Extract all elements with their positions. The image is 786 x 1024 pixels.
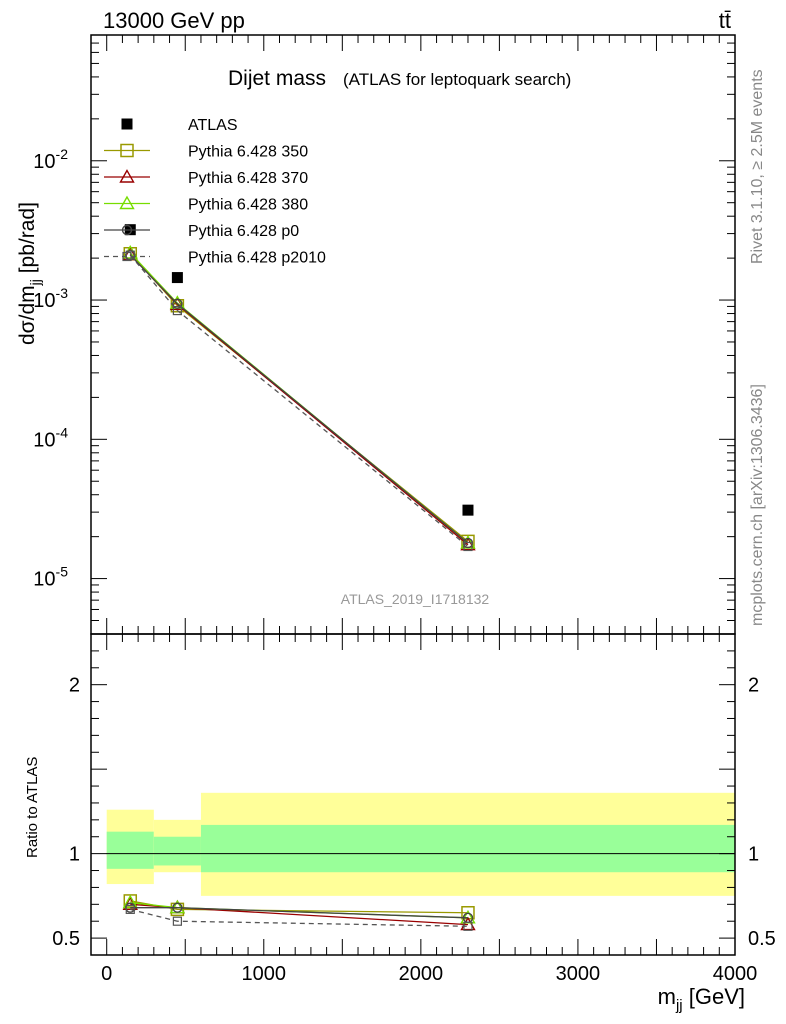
legend-label: Pythia 6.428 350 [188, 144, 308, 161]
ratio-y-tick-label-left: 0.5 [52, 928, 80, 950]
legend-marker [121, 118, 133, 130]
x-tick-label: 1000 [242, 963, 287, 985]
legend-marker [120, 143, 134, 158]
ratio-y-axis-label: Ratio to ATLAS [24, 757, 41, 858]
main-point-pythia-6-428-p2010 [125, 250, 135, 260]
band-inner-1 [153, 836, 201, 866]
ratio-point-pythia-6-428-p2010 [125, 904, 135, 914]
x-tick-label: 2000 [399, 963, 444, 985]
analysis-watermark: ATLAS_2019_I1718132 [341, 591, 490, 607]
legend-marker [122, 251, 132, 262]
main-point-pythia-6-428-p0 [172, 298, 183, 309]
x-axis-label: mjj [GeV] [658, 984, 745, 1014]
ratio-y-tick-label-left: 2 [69, 675, 80, 697]
plot-title: Dijet mass [228, 67, 326, 90]
ratio-y-tick-label-right: 1 [748, 844, 759, 866]
main-point-atlas [171, 272, 183, 284]
main-series-group [122, 224, 476, 552]
main-y-axis-label: dσ/dmjj [pb/rad] [16, 202, 43, 345]
main-line-pythia-6-428-p0 [129, 254, 469, 544]
ratio-point-pythia-6-428-p0 [172, 902, 183, 913]
rivet-version-label: Rivet 3.1.10, ≥ 2.5M events [749, 69, 766, 264]
x-tick-label: 4000 [713, 963, 758, 985]
legend: ATLAS Pythia 6.428 350 Pythia 6.428 370 Pyt… [104, 117, 326, 267]
ratio-line-pythia-6-428-p2010 [130, 908, 468, 927]
main-y-tick-label: 10-5 [33, 564, 68, 591]
axis-tick-labels: 10-5 10-4 10-3 10-2 0 1000 2000 3000 4000 0.5 0.5 1… [33, 146, 776, 985]
main-y-tick-label: 10-2 [33, 146, 68, 173]
header-right: tt̄ [719, 8, 731, 33]
main-y-tick-label: 10-4 [33, 424, 68, 451]
plot-subtitle: (ATLAS for leptoquark search) [343, 70, 571, 89]
legend-marker [119, 169, 135, 183]
header-left: 13000 GeV pp [103, 8, 245, 33]
main-line-pythia-6-428-p2010 [129, 254, 469, 547]
ratio-panel-frame [90, 633, 736, 956]
ratio-y-tick-label-right: 2 [748, 675, 759, 697]
legend-label: Pythia 6.428 p0 [188, 223, 299, 240]
band-inner-2 [200, 824, 735, 873]
legend-label: ATLAS [188, 117, 238, 134]
legend-marker [121, 224, 133, 236]
band-inner-0 [106, 831, 154, 869]
main-point-atlas [462, 504, 474, 516]
ratio-line-pythia-6-428-p0 [130, 907, 468, 919]
main-y-tick-label: 10-3 [33, 285, 68, 312]
ratio-uncertainty-bands [106, 792, 735, 896]
ratio-point-pythia-6-428-p2010 [463, 921, 473, 931]
ratio-series-group [122, 894, 476, 931]
ratio-point-pythia-6-428-370 [460, 916, 476, 931]
ratio-y-tick-label-left: 1 [69, 844, 80, 866]
mcplots-label: mcplots.cern.ch [arXiv:1306.3436] [749, 384, 766, 626]
legend-label: Pythia 6.428 380 [188, 197, 308, 214]
legend-label: Pythia 6.428 370 [188, 170, 308, 187]
x-tick-label: 0 [101, 963, 112, 985]
ratio-point-pythia-6-428-p2010 [172, 916, 182, 926]
ratio-y-tick-label-right: 0.5 [748, 928, 776, 950]
main-point-pythia-6-428-p2010 [463, 541, 473, 552]
main-line-pythia-6-428-350 [129, 253, 469, 542]
main-point-pythia-6-428-p2010 [172, 305, 182, 316]
x-tick-label: 3000 [556, 963, 601, 985]
legend-label: Pythia 6.428 p2010 [188, 250, 326, 267]
axis-ticks [90, 34, 736, 955]
legend-marker [119, 195, 135, 210]
